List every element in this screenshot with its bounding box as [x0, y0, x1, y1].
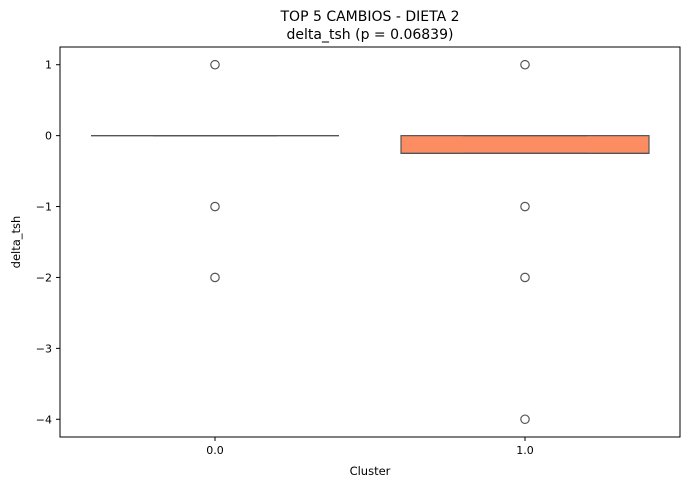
outlier-point: [210, 59, 220, 70]
outlier-point: [520, 59, 530, 70]
outlier-point: [520, 414, 530, 425]
plot-area: 1 0 −1 −2 −3 −4 0.0 1.0: [36, 46, 681, 457]
x-tick-label: 0.0: [206, 444, 224, 457]
chart-title-line2: delta_tsh (p = 0.06839): [287, 27, 454, 43]
y-tick-label: −3: [36, 342, 52, 355]
y-axis-label: delta_tsh: [9, 216, 23, 269]
y-tick-label: 0: [45, 130, 52, 143]
outlier-point: [210, 272, 220, 283]
y-tick-label: 1: [45, 59, 52, 72]
y-tick-label: −1: [36, 201, 52, 214]
outlier-point: [210, 201, 220, 212]
outlier-point: [520, 272, 530, 283]
x-tick-label: 1.0: [516, 444, 534, 457]
y-tick-label: −2: [36, 271, 52, 284]
outlier-point: [520, 201, 530, 212]
box-1.0: [400, 135, 650, 154]
plot-frame: [59, 46, 681, 438]
chart-title-line1: TOP 5 CAMBIOS - DIETA 2: [280, 9, 460, 25]
y-tick-label: −4: [36, 413, 52, 426]
x-axis-label: Cluster: [350, 464, 391, 478]
